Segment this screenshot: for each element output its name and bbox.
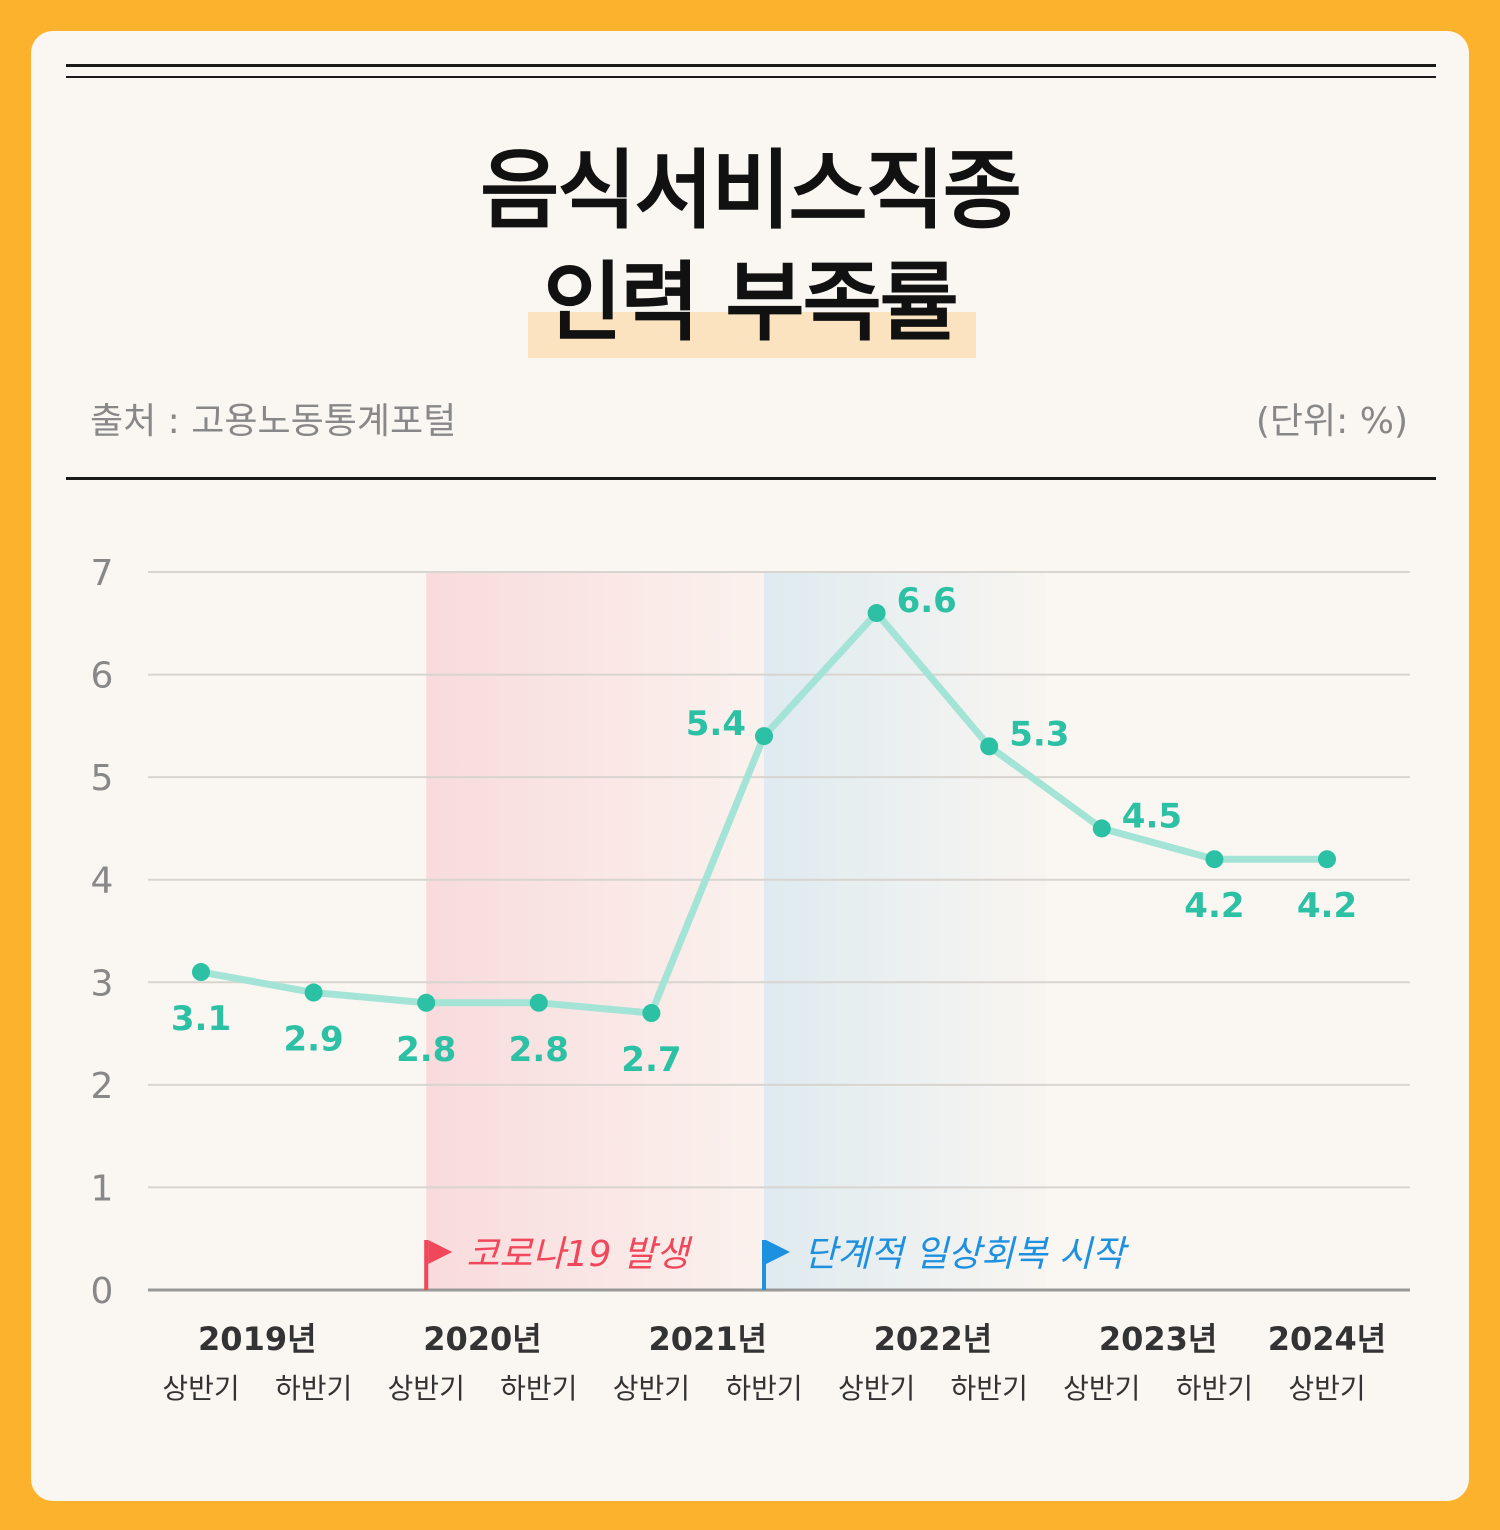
covid-band — [426, 572, 764, 1290]
data-label: 5.4 — [686, 704, 746, 744]
data-point — [1318, 850, 1336, 869]
data-label: 5.3 — [1009, 714, 1069, 754]
chart-title-line2: 인력 부족률 — [543, 253, 959, 353]
x-half-label: 상반기 — [162, 1372, 239, 1405]
x-year-label: 2021년 — [648, 1320, 767, 1358]
source-text: 출처 : 고용노동통계포털 — [90, 401, 457, 442]
covid-annotation: 코로나19 발생 — [466, 1234, 693, 1275]
top-rule-1 — [66, 64, 1436, 67]
x-year-label: 2024년 — [1268, 1320, 1387, 1358]
data-point — [529, 993, 548, 1012]
y-tick-label: 7 — [91, 553, 114, 594]
y-tick-label: 5 — [91, 758, 114, 799]
x-year-label: 2023년 — [1099, 1320, 1218, 1358]
x-half-label: 상반기 — [613, 1372, 690, 1405]
x-half-label: 상반기 — [388, 1372, 465, 1405]
data-label: 4.5 — [1122, 796, 1182, 836]
recovery-annotation: 단계적 일상회복 시작 — [804, 1234, 1130, 1275]
data-point — [417, 993, 436, 1012]
covid-flag-icon — [424, 1240, 453, 1290]
y-tick-label: 2 — [91, 1066, 114, 1107]
y-tick-label: 3 — [91, 963, 114, 1004]
y-tick-label: 1 — [91, 1168, 114, 1209]
recovery-band — [764, 572, 1046, 1290]
data-point — [192, 963, 210, 982]
data-label: 2.7 — [621, 1040, 681, 1080]
x-half-label: 하반기 — [951, 1372, 1028, 1405]
x-half-label: 상반기 — [1063, 1372, 1140, 1405]
x-half-label: 상반기 — [1288, 1372, 1365, 1405]
data-label: 2.9 — [283, 1020, 343, 1060]
data-point — [755, 727, 773, 746]
data-label: 4.2 — [1297, 886, 1357, 926]
data-point — [304, 983, 323, 1002]
data-label: 2.8 — [396, 1030, 456, 1070]
x-year-label: 2020년 — [423, 1320, 542, 1358]
x-half-label: 하반기 — [725, 1372, 802, 1405]
data-label: 2.8 — [509, 1030, 569, 1070]
recovery-flag-icon — [762, 1240, 790, 1290]
data-point — [867, 604, 886, 623]
chart-title-line1: 음식서비스직종 — [480, 141, 1022, 241]
x-year-label: 2019년 — [198, 1320, 317, 1358]
unit-text: (단위: %) — [1255, 401, 1408, 442]
data-point — [1205, 850, 1224, 869]
header-divider — [66, 477, 1436, 480]
data-point — [980, 737, 999, 756]
x-half-label: 상반기 — [838, 1372, 915, 1405]
data-label: 6.6 — [897, 581, 957, 621]
y-tick-label: 0 — [91, 1271, 114, 1312]
data-label: 3.1 — [171, 999, 231, 1039]
data-label: 4.2 — [1184, 886, 1244, 926]
data-point — [1092, 819, 1111, 838]
x-half-label: 하반기 — [1176, 1372, 1253, 1405]
x-year-label: 2022년 — [874, 1320, 993, 1358]
y-tick-label: 6 — [91, 656, 114, 697]
data-point — [642, 1004, 661, 1023]
top-rule-2 — [66, 76, 1436, 78]
x-half-label: 하반기 — [500, 1372, 577, 1405]
y-tick-label: 4 — [91, 861, 114, 902]
x-half-label: 하반기 — [275, 1372, 352, 1405]
title-highlight — [528, 312, 976, 358]
